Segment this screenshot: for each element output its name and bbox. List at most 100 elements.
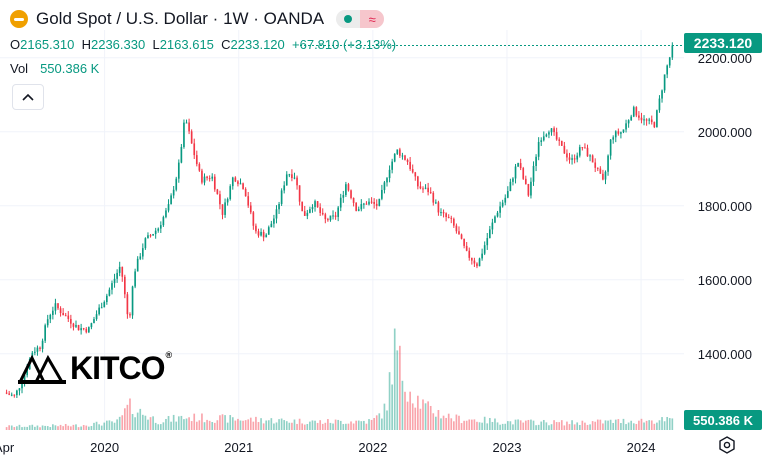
volume-bar — [399, 345, 401, 430]
volume-bar — [152, 416, 154, 430]
candle-body — [337, 207, 340, 217]
volume-bar — [537, 424, 540, 430]
volume-bar — [103, 422, 106, 430]
candle-body — [18, 388, 21, 391]
candle-body — [44, 325, 46, 341]
volume-bar — [26, 426, 28, 430]
collapse-legend-button[interactable] — [12, 84, 44, 110]
volume-bar — [453, 421, 455, 430]
volume-bar — [535, 425, 537, 430]
volume-bar — [604, 420, 607, 430]
volume-bar — [625, 424, 627, 430]
volume-bar — [291, 422, 293, 430]
volume-bar — [442, 415, 445, 430]
candle-body — [334, 215, 337, 217]
volume-bar — [411, 403, 414, 430]
candle-body — [111, 283, 113, 290]
candle-body — [59, 308, 62, 314]
settings-hexagon-icon[interactable] — [718, 436, 736, 454]
candle-body — [632, 107, 635, 117]
volume-bar — [208, 420, 211, 430]
volume-bar — [88, 426, 90, 430]
volume-bar — [18, 424, 21, 430]
volume-bar — [620, 423, 622, 430]
volume-bar — [499, 424, 501, 430]
volume-bar — [44, 425, 46, 430]
candle-body — [383, 182, 386, 190]
volume-bar — [578, 424, 581, 430]
candle-body — [399, 149, 401, 156]
candle-body — [486, 238, 489, 246]
volume-bar — [571, 420, 573, 430]
volume-bar — [203, 422, 206, 430]
candle-body — [429, 192, 432, 194]
volume-bar — [144, 415, 147, 430]
volume-bar — [658, 420, 661, 430]
volume-bar — [206, 419, 208, 430]
volume-bar — [345, 423, 347, 430]
candle-body — [365, 203, 368, 205]
candle-body — [21, 383, 23, 389]
candle-body — [419, 186, 422, 189]
volume-bar — [612, 422, 615, 430]
volume-bar — [316, 422, 319, 430]
volume-bar — [594, 421, 597, 430]
chart-header: Gold Spot / U.S. Dollar · 1W · OANDA ≈ — [10, 8, 385, 30]
volume-bar — [373, 418, 375, 430]
candle-body — [316, 201, 319, 208]
candle-body — [221, 204, 224, 215]
volume-bar — [80, 426, 82, 430]
candle-body — [327, 219, 329, 221]
candle-body — [252, 212, 255, 226]
candle-body — [668, 57, 671, 66]
status-toggle[interactable]: ≈ — [336, 10, 385, 28]
volume-bar — [350, 421, 352, 430]
volume-bar — [70, 426, 72, 430]
candle-body — [34, 351, 36, 353]
candle-body — [614, 131, 617, 138]
candle-body — [257, 231, 260, 236]
volume-bar — [283, 420, 286, 430]
volume-bar — [188, 417, 190, 430]
candle-body — [270, 223, 273, 228]
volume-bar — [447, 413, 450, 430]
candle-body — [123, 276, 126, 295]
candle-body — [224, 202, 226, 215]
volume-bar — [67, 425, 70, 430]
close-value: 2233.120 — [230, 37, 285, 52]
status-dot-icon — [344, 15, 353, 23]
volume-bar — [177, 416, 180, 430]
volume-bar — [134, 417, 136, 430]
volume-bar — [440, 418, 442, 430]
volume-bar — [211, 422, 214, 430]
volume-bar — [663, 421, 666, 430]
candle-body — [283, 185, 286, 191]
high-label: H — [81, 37, 91, 52]
volume-bar — [170, 421, 172, 430]
candle-body — [180, 147, 183, 163]
volume-bar — [648, 420, 651, 430]
candle-body — [273, 218, 275, 224]
volume-bar — [419, 408, 422, 430]
volume-bar — [488, 417, 491, 430]
candle-body — [537, 141, 540, 157]
volume-bar — [219, 415, 221, 430]
volume-bar — [129, 398, 131, 430]
candle-body — [527, 183, 530, 196]
candle-body — [113, 278, 116, 284]
candle-body — [198, 164, 201, 171]
x-axis: Apr 2020 2021 2022 2023 2024 — [0, 440, 656, 455]
candle-body — [52, 310, 54, 315]
volume-bar — [249, 417, 252, 430]
candle-body — [293, 177, 296, 179]
volume-bar — [21, 427, 23, 430]
volume-bar — [445, 417, 447, 430]
candle-body — [638, 115, 640, 118]
volume-bar — [409, 391, 411, 430]
volume-bar — [165, 418, 167, 430]
candle-body — [571, 158, 573, 160]
candle-body — [656, 110, 658, 128]
candle-body — [149, 235, 152, 237]
candle-body — [566, 153, 568, 158]
